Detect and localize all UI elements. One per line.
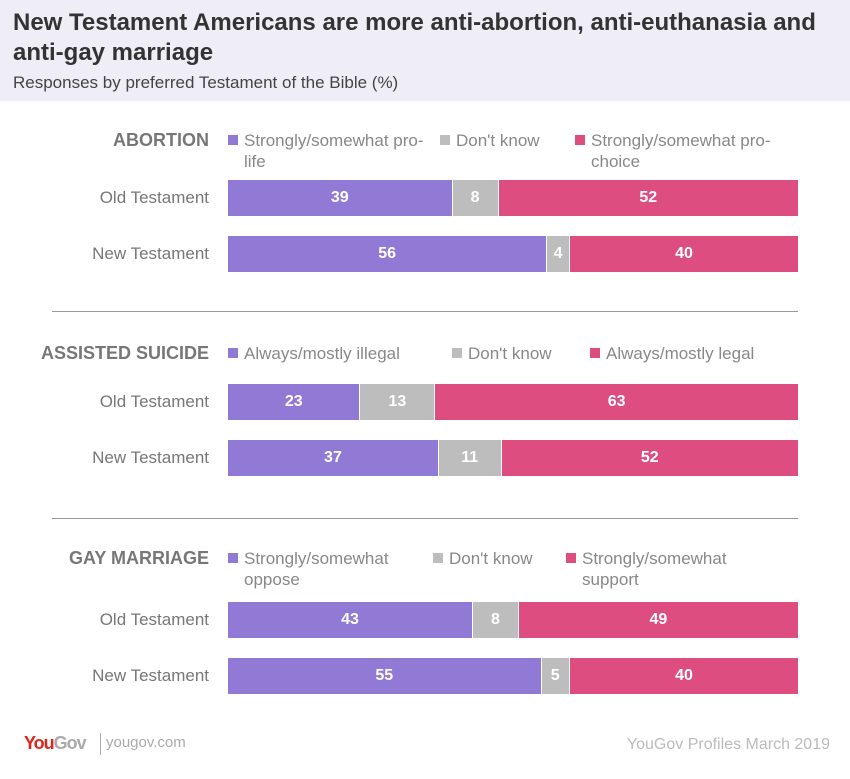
legend-label: Strongly/somewhat oppose bbox=[244, 549, 389, 589]
bar-segment: 4 bbox=[547, 236, 570, 272]
bar-segment: 40 bbox=[570, 658, 798, 694]
bar-segment: 13 bbox=[360, 384, 436, 420]
bar-segment: 52 bbox=[498, 180, 798, 216]
bar-segment: 63 bbox=[435, 384, 798, 420]
legend-item: Strongly/somewhat pro-choice bbox=[575, 130, 791, 172]
stacked-bar: 56 4 40 bbox=[228, 236, 798, 272]
legend-item: Strongly/somewhat pro-life bbox=[228, 130, 434, 172]
bar-segment: 40 bbox=[569, 236, 798, 272]
bar-segment: 8 bbox=[452, 180, 499, 216]
bar-segment: 23 bbox=[228, 384, 361, 420]
site-link[interactable]: yougov.com bbox=[106, 734, 186, 751]
legend-label: Strongly/somewhat support bbox=[582, 549, 727, 589]
legend-item: Always/mostly illegal bbox=[228, 343, 464, 364]
legend-swatch bbox=[440, 135, 450, 145]
legend-item: Don't know bbox=[452, 343, 598, 364]
bar-segment: 11 bbox=[438, 440, 502, 476]
legend-label: Don't know bbox=[449, 549, 533, 568]
bar-segment: 5 bbox=[541, 658, 570, 694]
yougov-logo: YouGov bbox=[24, 733, 87, 753]
row-label: Old Testament bbox=[99, 610, 209, 629]
legend-swatch bbox=[452, 348, 462, 358]
bar-segment: 55 bbox=[228, 658, 542, 694]
legend-swatch bbox=[228, 348, 238, 358]
panel-title: ABORTION bbox=[113, 130, 209, 150]
bar-segment: 37 bbox=[228, 440, 439, 476]
chart-subtitle: Responses by preferred Testament of the … bbox=[13, 73, 399, 92]
legend-item: Don't know bbox=[433, 548, 569, 569]
bar-segment: 52 bbox=[501, 440, 798, 476]
legend-swatch bbox=[575, 135, 585, 145]
panel-title: GAY MARRIAGE bbox=[68, 548, 209, 568]
section-divider bbox=[52, 518, 798, 519]
bar-segment: 43 bbox=[228, 602, 474, 638]
legend-swatch bbox=[228, 553, 238, 563]
stacked-bar: 23 13 63 bbox=[228, 384, 798, 420]
legend-swatch bbox=[590, 348, 600, 358]
legend-item: Strongly/somewhat support bbox=[566, 548, 782, 590]
row-label: New Testament bbox=[92, 448, 209, 467]
legend-label: Strongly/somewhat pro-choice bbox=[591, 131, 771, 171]
legend-label: Always/mostly illegal bbox=[244, 344, 400, 363]
header: New Testament Americans are more anti-ab… bbox=[0, 0, 850, 101]
section-divider bbox=[52, 311, 798, 312]
chart-title: New Testament Americans are more anti-ab… bbox=[13, 9, 816, 66]
legend-swatch bbox=[228, 135, 238, 145]
bar-segment: 39 bbox=[228, 180, 453, 216]
legend-label: Don't know bbox=[468, 344, 552, 363]
stacked-bar: 43 8 49 bbox=[228, 602, 798, 638]
source-note: YouGov Profiles March 2019 bbox=[626, 736, 830, 753]
legend-swatch bbox=[433, 553, 443, 563]
bar-segment: 49 bbox=[518, 602, 798, 638]
panel-title: ASSISTED SUICIDE bbox=[40, 343, 209, 363]
stacked-bar: 55 5 40 bbox=[228, 658, 798, 694]
legend-item: Always/mostly legal bbox=[590, 343, 806, 364]
row-label: Old Testament bbox=[99, 392, 209, 411]
footer-divider bbox=[100, 733, 101, 755]
legend-item: Don't know bbox=[440, 130, 576, 151]
stacked-bar: 37 11 52 bbox=[228, 440, 798, 476]
row-label: New Testament bbox=[92, 244, 209, 263]
row-label: New Testament bbox=[92, 666, 209, 685]
bar-segment: 8 bbox=[473, 602, 519, 638]
stacked-bar: 39 8 52 bbox=[228, 180, 798, 216]
legend-swatch bbox=[566, 553, 576, 563]
legend-label: Don't know bbox=[456, 131, 540, 150]
bar-segment: 56 bbox=[228, 236, 548, 272]
legend-item: Strongly/somewhat oppose bbox=[228, 548, 434, 590]
legend-label: Always/mostly legal bbox=[606, 344, 755, 363]
row-label: Old Testament bbox=[99, 188, 209, 207]
legend-label: Strongly/somewhat pro-life bbox=[244, 131, 424, 171]
